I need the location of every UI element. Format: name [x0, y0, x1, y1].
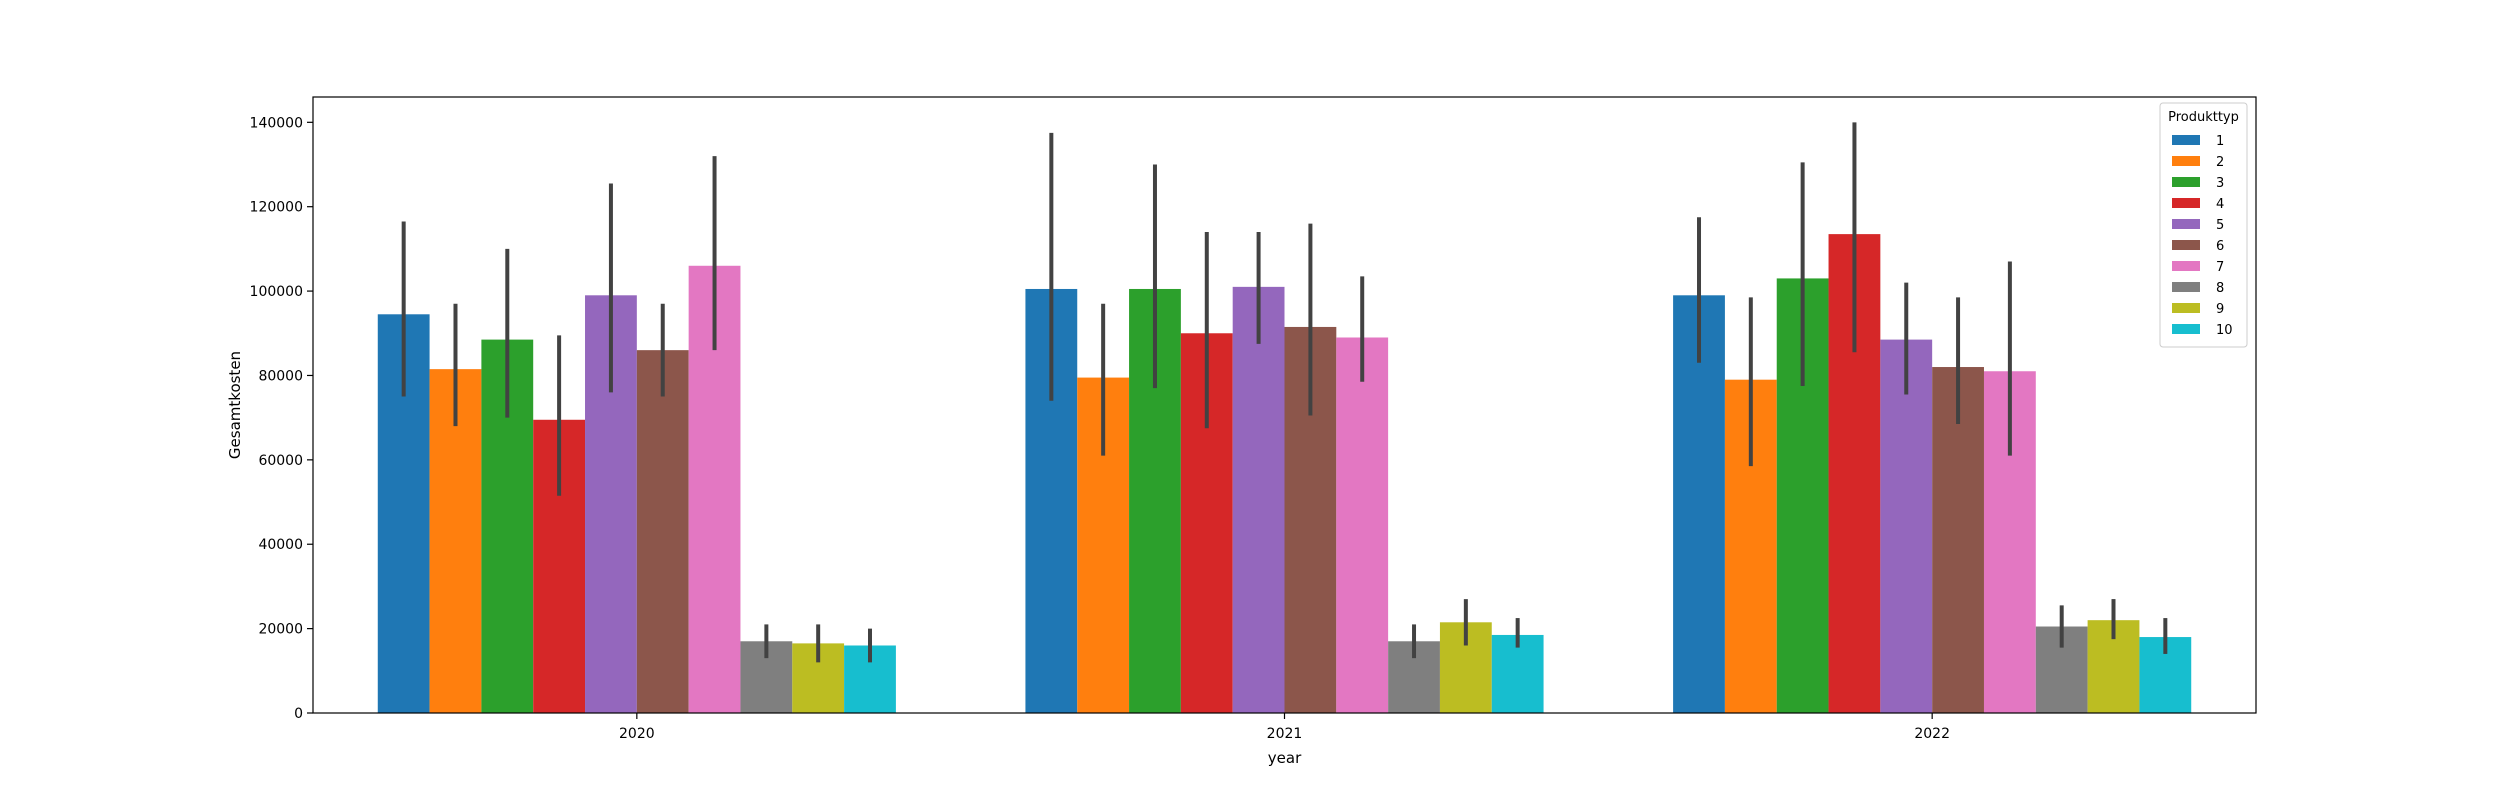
bars-layer — [377, 234, 2192, 713]
y-tick-label: 140000 — [250, 115, 303, 131]
legend-label-type-5: 5 — [2216, 218, 2224, 233]
legend-swatch-type-9 — [2172, 303, 2200, 313]
legend-swatch-type-2 — [2172, 156, 2200, 166]
legend-label-type-2: 2 — [2216, 155, 2224, 170]
y-tick-label: 80000 — [258, 368, 303, 384]
x-tick-label: 2022 — [1914, 726, 1950, 742]
y-tick-label: 40000 — [258, 537, 303, 553]
legend-title: Produkttyp — [2168, 110, 2239, 125]
legend-swatch-type-5 — [2172, 219, 2200, 229]
x-tick-label: 2021 — [1267, 726, 1303, 742]
x-axis-ticks: 2020 2021 2022 — [619, 713, 1950, 742]
y-tick-label: 0 — [294, 706, 303, 722]
bar-2021-type-10 — [1491, 634, 1544, 713]
legend-label-type-8: 8 — [2216, 281, 2224, 296]
y-axis-ticks: 0 20000 40000 60000 80000 100000 120000 140000 — [250, 115, 313, 722]
legend-label-type-9: 9 — [2216, 302, 2224, 317]
legend-swatch-type-6 — [2172, 240, 2200, 250]
bar-2020-type-2 — [429, 369, 482, 713]
x-tick-label: 2020 — [619, 726, 655, 742]
legend-swatch-type-8 — [2172, 282, 2200, 292]
bar-2022-type-6 — [1932, 367, 1984, 713]
bar-2022-type-5 — [1880, 339, 1933, 713]
legend-swatch-type-4 — [2172, 198, 2200, 208]
legend-label-type-3: 3 — [2216, 176, 2224, 191]
error-bars-layer — [401, 122, 2168, 663]
legend-label-type-10: 10 — [2216, 323, 2233, 338]
bar-2021-type-5 — [1232, 286, 1285, 713]
legend-swatch-type-3 — [2172, 177, 2200, 187]
y-tick-label: 100000 — [250, 284, 303, 300]
legend-label-type-6: 6 — [2216, 239, 2224, 254]
legend-items: 1 2 3 4 5 6 7 8 9 10 — [2172, 134, 2233, 338]
legend-label-type-1: 1 — [2216, 134, 2224, 149]
y-tick-label: 120000 — [250, 200, 303, 216]
legend: Produkttyp 1 2 3 4 5 6 7 8 9 10 — [2159, 102, 2248, 348]
y-tick-label: 60000 — [258, 453, 303, 469]
legend-swatch-type-10 — [2172, 324, 2200, 334]
bar-2021-type-7 — [1336, 337, 1389, 713]
bar-2020-type-6 — [636, 350, 689, 713]
bar-2022-type-1 — [1673, 295, 1725, 713]
x-axis-label: year — [1268, 749, 1302, 767]
legend-swatch-type-7 — [2172, 261, 2200, 271]
legend-swatch-type-1 — [2172, 135, 2200, 145]
y-tick-label: 20000 — [258, 622, 303, 638]
y-axis-label: Gesamtkosten — [226, 351, 244, 459]
legend-label-type-7: 7 — [2216, 260, 2224, 275]
legend-label-type-4: 4 — [2216, 197, 2224, 212]
